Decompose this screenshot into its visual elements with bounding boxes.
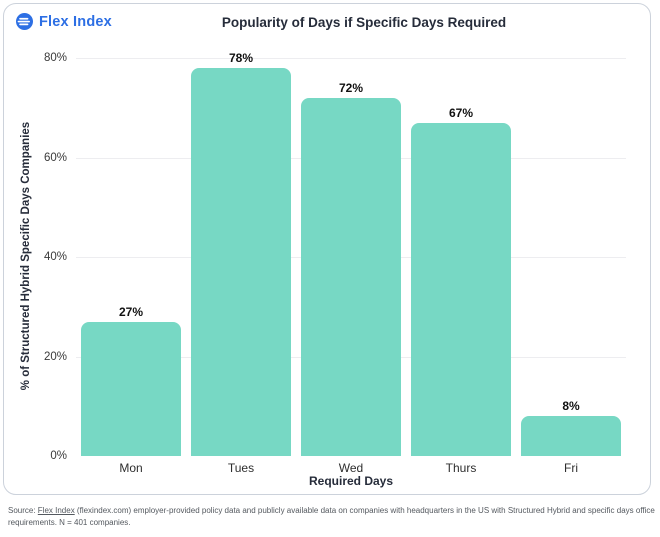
bar-value-label: 72% [338, 80, 364, 95]
chart-title: Popularity of Days if Specific Days Requ… [221, 15, 507, 30]
bar-fill-thurs [411, 122, 511, 456]
bar-tues: 78% [191, 51, 291, 456]
bar-fill-tues [191, 67, 291, 456]
source-prefix: Source: [8, 506, 38, 515]
bar-value-label: 27% [118, 304, 144, 319]
chart-card: Flex Index Popularity of Days if Specifi… [3, 3, 651, 495]
flex-index-logo-text: Flex Index [39, 13, 112, 30]
bar-wed: 72% [301, 81, 401, 456]
x-tick-label-mon: Mon [119, 461, 143, 475]
x-tick-label-thurs: Thurs [445, 461, 477, 475]
source-note: Source: Flex Index (flexindex.com) emplo… [8, 505, 656, 530]
flex-index-logo[interactable]: Flex Index [16, 13, 112, 30]
bar-fill-mon [81, 321, 181, 456]
x-tick-label-fri: Fri [564, 461, 578, 475]
bar-value-label: 78% [228, 50, 254, 65]
x-axis-label: Required Days [308, 474, 394, 488]
gridline-80% [76, 58, 626, 59]
x-tick-label-wed: Wed [338, 461, 364, 475]
y-tick-label: 60% [43, 151, 67, 164]
y-tick-label: 40% [43, 251, 67, 263]
y-tick-label: 80% [43, 52, 67, 64]
x-tick-label-tues: Tues [227, 461, 255, 475]
flex-index-logo-icon [16, 13, 33, 30]
y-tick-label: 20% [43, 350, 67, 363]
source-link[interactable]: Flex Index [37, 506, 75, 515]
bar-fill-wed [301, 97, 401, 456]
bar-value-label: 8% [562, 399, 580, 414]
y-tick-label: 0% [50, 450, 67, 462]
plot-area: 0% 20% 40% 60% 80% 27% Mon 78% Tues 72% Wed 67% Thur… [44, 51, 626, 475]
bar-fri: 8% [521, 399, 621, 456]
source-text: (flexindex.com) employer-provided policy… [8, 506, 655, 528]
bar-mon: 27% [81, 305, 181, 456]
bar-fill-fri [521, 416, 621, 456]
bar-value-label: 67% [448, 105, 474, 120]
bar-thurs: 67% [411, 106, 511, 456]
